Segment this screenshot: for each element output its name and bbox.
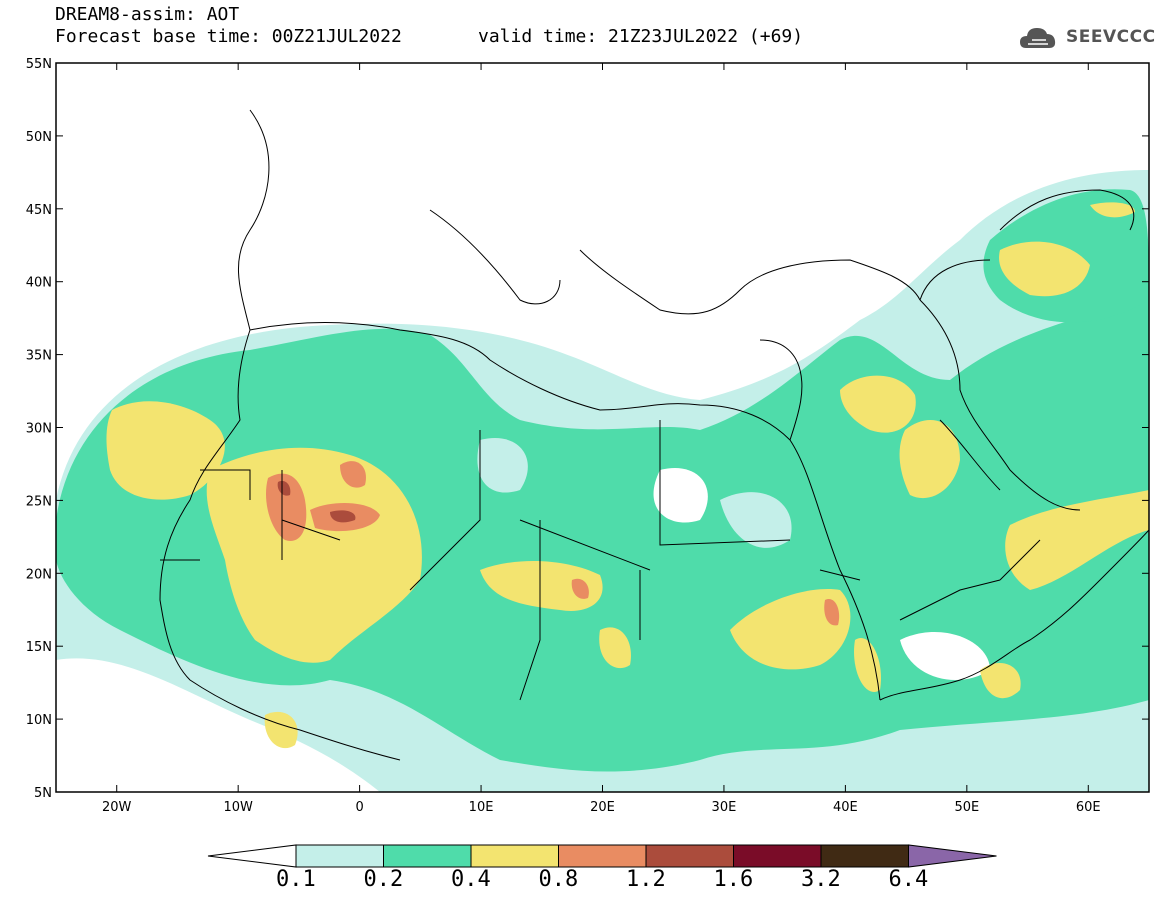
aot-band-0.8 [265, 473, 307, 541]
aot-band-0.8 [340, 461, 366, 488]
valid-time: valid time: 21Z23JUL2022 (+69) [478, 26, 804, 47]
colorbar-label: 0.2 [363, 867, 404, 892]
lon-label: 10E [469, 800, 494, 815]
aot-band-0.4 [854, 638, 881, 692]
lat-label: 10N [26, 713, 52, 728]
lat-label: 40N [26, 276, 52, 291]
lon-label: 50E [954, 800, 979, 815]
colorbar-label: 0.1 [276, 867, 316, 892]
lat-label: 5N [34, 786, 52, 801]
logo-text: SEEVCCC [1066, 27, 1156, 47]
aot-band-0.4 [899, 420, 960, 499]
aot-band-0.4 [840, 375, 916, 433]
colorbar-label: 3.2 [801, 867, 841, 892]
lon-label: 20E [590, 800, 615, 815]
lat-label: 45N [26, 203, 52, 218]
lon-label: 30E [712, 800, 737, 815]
colorbar-label: 0.4 [451, 867, 491, 892]
colorbar-under-triangle [207, 844, 297, 868]
lat-label: 15N [26, 640, 52, 655]
colorbar-segment [383, 844, 472, 868]
latitude-axis: 55N 50N 45N 40N 35N 30N 25N 20N 15N 10N 5N [26, 57, 1149, 801]
lon-label: 10W [223, 800, 253, 815]
longitude-axis: 20W 10W 0 10E 20E 30E 40E 50E 60E [102, 63, 1101, 815]
aot-band-1.2 [330, 510, 356, 523]
aot-field [56, 170, 1149, 792]
aot-band-0.4 [106, 401, 225, 500]
aot-band-0.8 [824, 599, 840, 626]
aot-band-0.4 [206, 447, 422, 663]
colorbar-segment [645, 844, 734, 868]
aot-band-0.8 [571, 578, 589, 599]
lon-label: 0 [355, 800, 363, 815]
colorbar-over-triangle [908, 844, 997, 868]
forecast-base-time: Forecast base time: 00Z21JUL2022 [55, 26, 402, 47]
colorbar-segment [733, 844, 822, 868]
aot-band-0.4 [1005, 490, 1149, 590]
colorbar [207, 844, 997, 868]
colorbar-segment [470, 844, 559, 868]
colorbar-label: 1.2 [626, 867, 666, 892]
aot-band-0.4 [1090, 202, 1135, 218]
lat-label: 50N [26, 130, 52, 145]
lat-label: 20N [26, 567, 52, 582]
cloud-icon [1020, 28, 1056, 48]
colorbar-segment [820, 844, 909, 868]
colorbar-segment [558, 844, 647, 868]
colorbar-label: 6.4 [888, 867, 929, 892]
aot-band-0.4 [480, 560, 603, 611]
aot-band-0.4 [999, 241, 1090, 297]
lon-label: 20W [102, 800, 132, 815]
lat-label: 35N [26, 349, 52, 364]
lat-label: 30N [26, 422, 52, 437]
aot-band-0.4 [730, 589, 851, 670]
aot-band-1.2 [277, 480, 291, 496]
lat-label: 55N [26, 57, 52, 72]
colorbar-label: 0.8 [538, 867, 579, 892]
aot-band-0.4 [264, 711, 298, 749]
colorbar-label: 1.6 [713, 867, 754, 892]
colorbar-segment [295, 844, 384, 868]
coastlines [159, 109, 1149, 761]
aot-band-0.4 [980, 662, 1021, 699]
lat-label: 25N [26, 494, 52, 509]
model-title: DREAM8-assim: AOT [55, 4, 240, 25]
aot-band-0.4 [599, 627, 631, 669]
lon-label: 40E [833, 800, 858, 815]
lon-label: 60E [1076, 800, 1101, 815]
